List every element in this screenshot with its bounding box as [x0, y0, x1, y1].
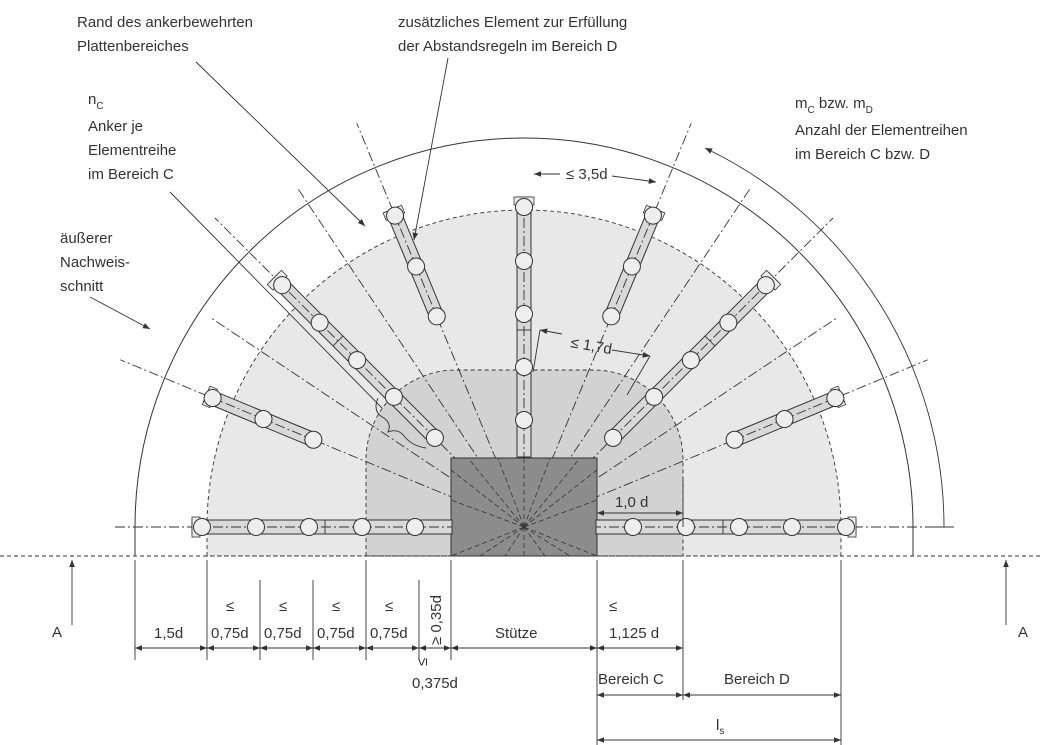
label: zusätzliches Element zur Erfüllung — [398, 14, 627, 31]
leader — [89, 296, 151, 330]
dim-label: ≤ — [609, 598, 617, 615]
dim-label: ≤ — [414, 658, 431, 666]
section-label: A — [52, 624, 62, 641]
leader — [169, 191, 383, 409]
label: der Abstandsregeln im Bereich D — [398, 38, 617, 55]
label: äußerer — [60, 230, 113, 247]
dim-label: Bereich D — [724, 671, 790, 688]
dim-line — [611, 175, 657, 184]
dim-label: 1,125 d — [609, 625, 659, 642]
dim-line — [532, 329, 541, 373]
dim-label: 0,75d — [317, 625, 355, 642]
dim-line — [626, 355, 651, 396]
section-label: A — [1018, 624, 1028, 641]
label: mC bzw. mD — [795, 95, 873, 116]
dim-label: ≤ — [279, 598, 287, 615]
dim-label: ls — [716, 717, 724, 737]
dim-label: 0,75d — [264, 625, 302, 642]
label: Plattenbereiches — [77, 38, 189, 55]
dim-label: Stütze — [495, 625, 538, 642]
label: nC — [88, 91, 104, 112]
element-row — [595, 516, 857, 538]
label: im Bereich C — [88, 166, 174, 183]
column-star — [450, 457, 598, 557]
label: Nachweis- — [60, 254, 130, 271]
dim-label: 0,75d — [211, 625, 249, 642]
dim-label: ≤ 3,5d — [566, 166, 608, 183]
dim-line — [539, 328, 563, 335]
dim-label: ≤ 1,7d — [569, 334, 613, 358]
dim-label: ≤ — [226, 598, 234, 615]
leader — [412, 57, 449, 241]
rows-arc — [704, 147, 945, 528]
element-row — [513, 196, 535, 458]
label: Anzahl der Elementreihen — [795, 122, 968, 139]
outer-control-perimeter — [134, 137, 914, 556]
dim-label: ≤ — [332, 598, 340, 615]
dim-label: 1,0 d — [615, 494, 648, 511]
label: Anker je — [88, 118, 143, 135]
label: Rand des ankerbewehrten — [77, 14, 253, 31]
label: schnitt — [60, 278, 104, 295]
label: Elementreihe — [88, 142, 176, 159]
element-row — [191, 516, 453, 538]
dim-label: 1,5d — [154, 625, 183, 642]
dim-label: ≥ 0,35d — [428, 595, 445, 645]
label: im Bereich C bzw. D — [795, 146, 930, 163]
dim-label: 0,375d — [412, 675, 458, 692]
dimension-chain — [134, 560, 842, 745]
dim-line — [611, 349, 651, 358]
dim-label: 0,75d — [370, 625, 408, 642]
dim-label: Bereich C — [598, 671, 664, 688]
dim-label: ≤ — [385, 598, 393, 615]
brace — [375, 397, 427, 449]
leader — [195, 61, 366, 227]
